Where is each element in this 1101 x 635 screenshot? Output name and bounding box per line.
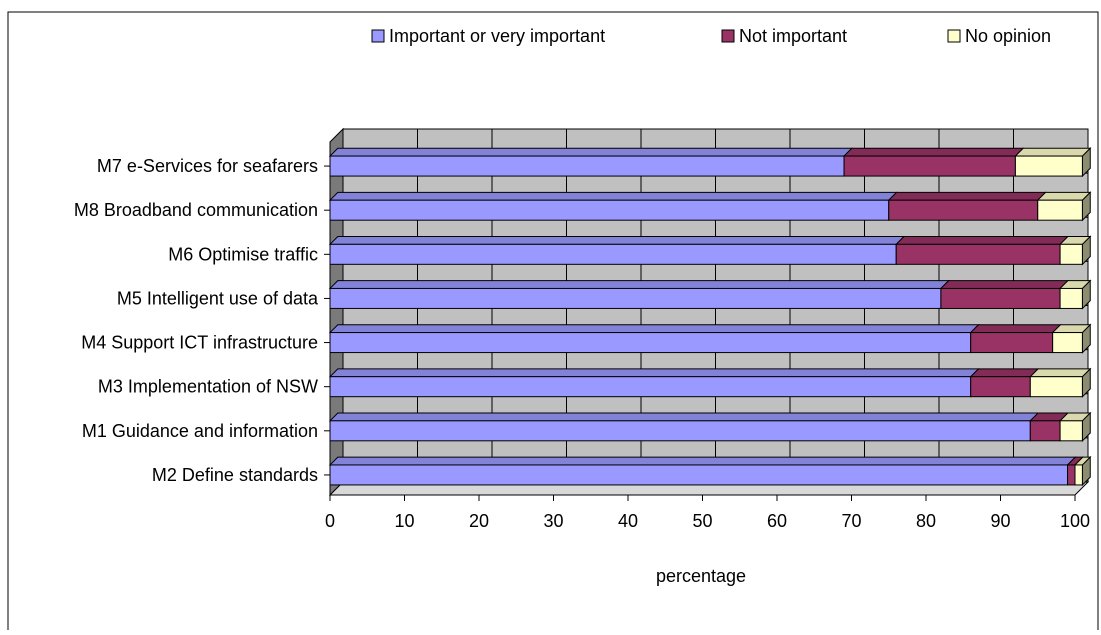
bar-segment: [329, 287, 942, 309]
y-tick-label: M3 Implementation of NSW: [98, 377, 318, 397]
bar-end: [1081, 191, 1091, 222]
bar-top: [328, 324, 980, 334]
bar-segment: [329, 420, 1031, 442]
y-tick-label: M1 Guidance and information: [82, 421, 318, 441]
bar-end: [1081, 411, 1091, 443]
y-tick-label: M8 Broadband communication: [74, 200, 318, 220]
legend-swatch: [371, 29, 385, 43]
bar-segment: [970, 332, 1054, 354]
plot-area: 0 10 20 30 40 50 60 70 80 90 100 M7 e-Services for …: [74, 127, 1092, 531]
bar-top: [328, 280, 950, 289]
bar-end: [1081, 455, 1091, 487]
bar-top: [842, 147, 1025, 157]
bar-segment: [1029, 376, 1083, 398]
legend-swatch: [947, 29, 961, 43]
x-tick-label: 50: [692, 511, 712, 531]
bar-top: [894, 236, 1070, 245]
bar-segment: [329, 199, 890, 221]
bar-end: [1081, 147, 1091, 178]
bar-segment: [329, 464, 1069, 486]
x-tick-label: 90: [990, 511, 1010, 531]
bar-segment: [1059, 243, 1083, 265]
bar-end: [1081, 235, 1091, 266]
x-tick-label: 60: [767, 511, 787, 531]
bar-segment: [970, 376, 1031, 398]
x-tick-label: 20: [469, 511, 489, 531]
bar-segment: [895, 243, 1061, 265]
x-tick-label: 10: [394, 511, 414, 531]
bar-top: [328, 236, 906, 245]
bar-segment: [1059, 287, 1083, 309]
x-tick-label: 0: [325, 511, 335, 531]
bar-top: [328, 147, 854, 157]
bar-top: [328, 191, 898, 201]
y-tick-label: M4 Support ICT infrastructure: [81, 333, 318, 353]
bar-end: [1081, 279, 1091, 310]
bar-segment: [1029, 420, 1061, 442]
bar-top: [1036, 191, 1092, 201]
legend-label: Not important: [739, 26, 847, 46]
legend-swatch: [721, 29, 735, 43]
bar-segment: [329, 332, 972, 354]
bar-end: [1081, 323, 1091, 354]
bar-segment: [329, 376, 972, 398]
y-tick-label: M7 e-Services for seafarers: [97, 156, 318, 176]
bar-top: [328, 368, 980, 378]
legend-label: Important or very important: [389, 26, 605, 46]
x-tick-label: 30: [543, 511, 563, 531]
bar-top: [887, 191, 1047, 201]
bar-segment: [1074, 464, 1083, 486]
bar-top: [1014, 147, 1092, 157]
bar-segment: [1037, 199, 1083, 221]
bar-segment: [1014, 155, 1083, 177]
bar-top: [939, 280, 1070, 289]
y-tick-label: M2 Define standards: [152, 465, 318, 485]
bar-top: [328, 456, 1077, 466]
y-tick-label: M5 Intelligent use of data: [117, 288, 319, 308]
x-tick-label: 70: [841, 511, 861, 531]
x-tick-label: 40: [618, 511, 638, 531]
bar-top: [1029, 368, 1092, 378]
bar-segment: [843, 155, 1016, 177]
x-tick-label: 100: [1060, 511, 1090, 531]
bar-end: [1081, 367, 1091, 398]
bar-top: [328, 412, 1040, 422]
bar-segment: [1052, 332, 1083, 354]
bar-top: [969, 368, 1040, 378]
bar-segment: [1067, 464, 1076, 486]
bar-segment: [329, 243, 897, 265]
bar-top: [969, 324, 1062, 334]
bar-segment: [329, 155, 845, 177]
bar-segment: [940, 287, 1061, 309]
bar-segment: [888, 199, 1039, 221]
bar-segment: [1059, 420, 1083, 442]
legend-label: No opinion: [965, 26, 1051, 46]
x-axis-label: percentage: [656, 566, 746, 586]
y-tick-label: M6 Optimise traffic: [168, 244, 318, 264]
legend: Important or very important Not important…: [371, 26, 1051, 46]
x-tick-label: 80: [916, 511, 936, 531]
